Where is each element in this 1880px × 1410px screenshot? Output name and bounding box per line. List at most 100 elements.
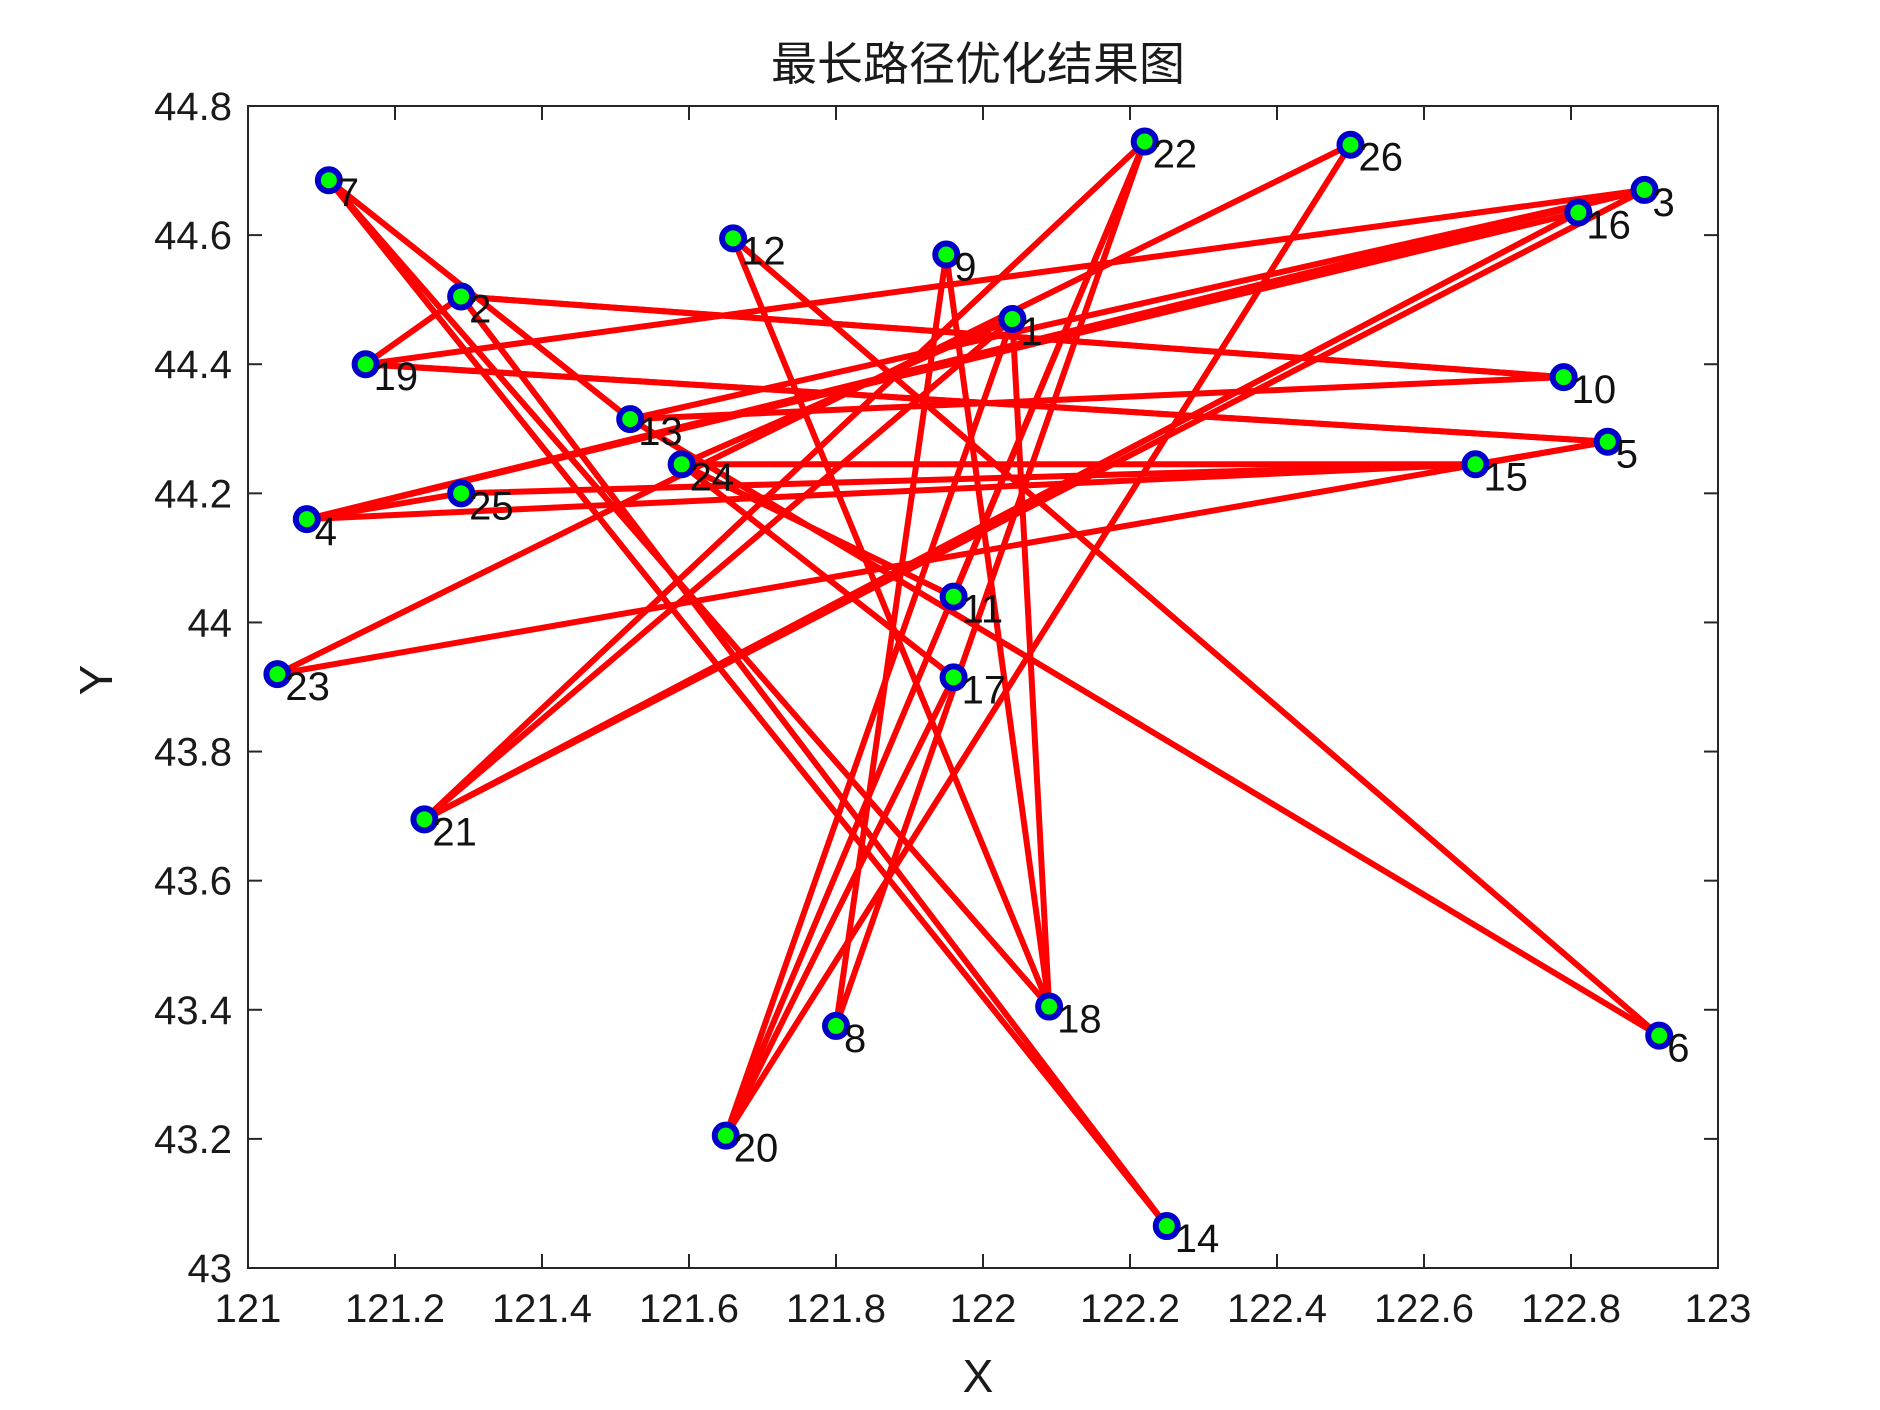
x-tick-label: 121.6 bbox=[639, 1287, 739, 1331]
route-segment-13-3 bbox=[627, 186, 1648, 423]
x-tick-label: 121.4 bbox=[492, 1287, 592, 1331]
x-tick-label: 122.2 bbox=[1080, 1287, 1180, 1331]
x-tick-label: 122.4 bbox=[1227, 1287, 1327, 1331]
y-axis-label: Y bbox=[70, 665, 122, 696]
city-marker-10 bbox=[1549, 363, 1578, 392]
route-segment-18-1 bbox=[1009, 316, 1053, 1010]
plot-layer: 1234567891011121314151617181920212223242… bbox=[263, 127, 1689, 1261]
city-label-6: 6 bbox=[1667, 1027, 1689, 1071]
route-segment-21-16 bbox=[421, 209, 1582, 823]
city-marker-4 bbox=[292, 505, 321, 534]
y-tick-label: 43.2 bbox=[154, 1118, 232, 1162]
route-segment-20-1 bbox=[722, 316, 1016, 1139]
city-label-17: 17 bbox=[962, 668, 1007, 712]
city-label-24: 24 bbox=[690, 455, 735, 499]
route-segment-10-13 bbox=[627, 374, 1567, 423]
city-marker-25 bbox=[447, 479, 476, 508]
city-label-20: 20 bbox=[734, 1127, 779, 1171]
y-tick-label: 44.8 bbox=[154, 85, 232, 129]
city-marker-21 bbox=[410, 805, 439, 834]
route-segment-7-14 bbox=[325, 177, 1170, 1230]
y-tick-label: 43.4 bbox=[154, 989, 232, 1033]
city-label-2: 2 bbox=[469, 287, 491, 331]
city-marker-11 bbox=[939, 582, 968, 611]
route-segment-11-22 bbox=[950, 138, 1148, 600]
city-label-15: 15 bbox=[1483, 455, 1528, 499]
city-label-25: 25 bbox=[469, 484, 514, 528]
city-label-23: 23 bbox=[285, 665, 330, 709]
city-marker-6 bbox=[1645, 1021, 1674, 1050]
x-axis-label: X bbox=[963, 1350, 994, 1402]
route-segment-1-21 bbox=[421, 316, 1016, 823]
city-label-10: 10 bbox=[1572, 368, 1617, 412]
route-segment-15-5 bbox=[1472, 438, 1611, 468]
city-label-12: 12 bbox=[741, 229, 786, 273]
city-marker-17 bbox=[939, 663, 968, 692]
x-tick-label: 122.6 bbox=[1374, 1287, 1474, 1331]
city-label-26: 26 bbox=[1359, 136, 1404, 180]
route-segment-22-21 bbox=[421, 138, 1148, 823]
city-label-9: 9 bbox=[954, 245, 976, 289]
city-label-4: 4 bbox=[315, 510, 337, 554]
chart-title: 最长路径优化结果图 bbox=[771, 37, 1185, 91]
city-label-1: 1 bbox=[1020, 310, 1042, 354]
city-label-16: 16 bbox=[1586, 204, 1631, 248]
city-marker-24 bbox=[667, 450, 696, 479]
x-tick-label: 123 bbox=[1685, 1287, 1752, 1331]
city-marker-13 bbox=[616, 405, 645, 434]
city-marker-9 bbox=[932, 240, 961, 269]
city-label-3: 3 bbox=[1653, 181, 1675, 225]
city-marker-26 bbox=[1336, 130, 1365, 159]
city-marker-5 bbox=[1593, 427, 1622, 456]
city-marker-12 bbox=[719, 224, 748, 253]
x-tick-label: 121.8 bbox=[786, 1287, 886, 1331]
city-marker-23 bbox=[263, 660, 292, 689]
y-tick-label: 43.8 bbox=[154, 731, 232, 775]
city-marker-7 bbox=[314, 166, 343, 195]
x-tick-label: 121.2 bbox=[345, 1287, 445, 1331]
city-marker-18 bbox=[1035, 992, 1064, 1021]
x-tick-label: 122 bbox=[950, 1287, 1017, 1331]
route-segment-5-19 bbox=[362, 361, 1611, 445]
city-label-5: 5 bbox=[1616, 433, 1638, 477]
route-segment-26-20 bbox=[722, 141, 1354, 1139]
route-segment-17-20 bbox=[722, 674, 957, 1139]
y-tick-label: 43 bbox=[188, 1247, 233, 1291]
y-tick-label: 44.4 bbox=[154, 343, 232, 387]
city-label-22: 22 bbox=[1153, 133, 1198, 177]
x-tick-label: 121 bbox=[215, 1287, 282, 1331]
x-tick-label: 122.8 bbox=[1521, 1287, 1621, 1331]
city-label-8: 8 bbox=[844, 1017, 866, 1061]
city-label-11: 11 bbox=[962, 588, 1004, 632]
route-segment-16-4 bbox=[303, 209, 1582, 523]
city-marker-19 bbox=[351, 350, 380, 379]
y-tick-label: 44.6 bbox=[154, 214, 232, 258]
city-label-13: 13 bbox=[638, 410, 683, 454]
city-marker-14 bbox=[1152, 1212, 1181, 1241]
city-label-18: 18 bbox=[1057, 998, 1102, 1042]
city-label-19: 19 bbox=[374, 355, 419, 399]
route-segment-9-18 bbox=[943, 251, 1053, 1010]
city-label-7: 7 bbox=[337, 171, 359, 215]
y-tick-label: 43.6 bbox=[154, 860, 232, 904]
y-tick-label: 44.2 bbox=[154, 472, 232, 516]
route-segment-19-2 bbox=[362, 293, 465, 368]
city-marker-3 bbox=[1630, 175, 1659, 204]
route-segment-4-15 bbox=[303, 461, 1479, 523]
city-marker-15 bbox=[1461, 450, 1490, 479]
route-segment-3-19 bbox=[362, 186, 1648, 368]
route-segment-2-10 bbox=[458, 293, 1567, 381]
route-segment-8-9 bbox=[833, 251, 950, 1029]
route-segment-5-23 bbox=[274, 438, 1611, 678]
city-marker-8 bbox=[822, 1011, 850, 1040]
axes-layer: 121 121.2 121.4 121.6 121.8 122 122.2 122.4 122.… bbox=[154, 85, 1751, 1331]
y-tick-label: 44 bbox=[188, 601, 233, 645]
city-marker-2 bbox=[447, 282, 476, 311]
city-label-14: 14 bbox=[1175, 1217, 1220, 1261]
city-marker-16 bbox=[1564, 198, 1593, 227]
route-segment-25-15 bbox=[458, 461, 1479, 497]
city-marker-20 bbox=[711, 1121, 740, 1150]
route-segment-24-11 bbox=[678, 461, 957, 600]
